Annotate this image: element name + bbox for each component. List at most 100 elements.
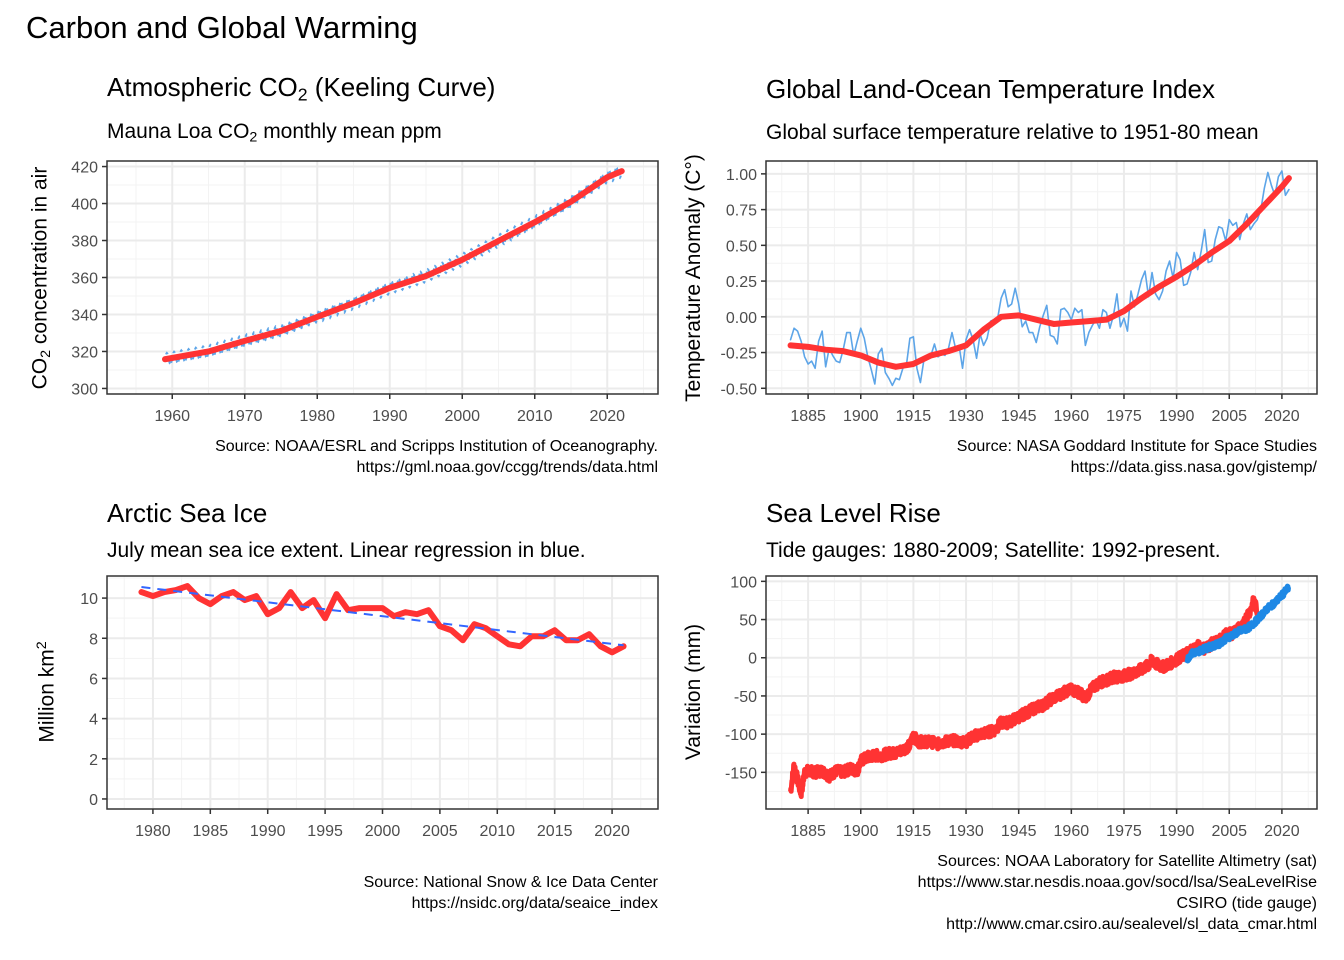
ice-y-tick-label: 0 — [89, 792, 98, 809]
sea-x-tick-label: 1945 — [1001, 823, 1037, 840]
co2-panel-subtitle: Mauna Loa CO2 monthly mean ppm — [107, 120, 442, 146]
ice-x-tick-label: 2005 — [422, 823, 458, 840]
temp-panel-title: Global Land-Ocean Temperature Index — [766, 74, 1216, 104]
ice-panel-title: Arctic Sea Ice — [107, 498, 268, 528]
temp-x-tick-label: 1960 — [1054, 408, 1090, 425]
temp-x-tick-label: 2005 — [1211, 408, 1247, 425]
sea-satellite-series-line — [1184, 583, 1292, 664]
ice-chart: 1980 1985 1990 1995 2000 2005 2010 2015 2020 0 2 4 6… — [80, 575, 659, 840]
sea-tide-gauge-series-line — [788, 595, 1260, 800]
temp-x-tick-label: 1930 — [948, 408, 984, 425]
sea-x-tick-label: 1960 — [1054, 823, 1090, 840]
sea-y-tick-label: 100 — [730, 574, 757, 591]
temp-x-tick-label: 1915 — [896, 408, 932, 425]
ice-x-tick-label: 2000 — [365, 823, 401, 840]
temp-panel-subtitle: Global surface temperature relative to 1… — [766, 121, 1259, 144]
temp-trend-line — [787, 175, 1292, 370]
ice-x-tick-label: 2015 — [537, 823, 573, 840]
sea-y-tick-label: -100 — [725, 727, 757, 744]
temp-y-tick-label: -0.25 — [721, 346, 758, 363]
co2-chart: 1960 1970 1980 1990 2000 2010 2020 300 320 340 360… — [71, 160, 659, 425]
ice-caption-source: Source: National Snow & Ice Data Center — [363, 874, 658, 891]
ice-y-tick-label: 8 — [89, 631, 98, 648]
co2-x-tick-label: 2000 — [444, 408, 480, 425]
sea-x-tick-label: 2020 — [1264, 823, 1300, 840]
co2-x-tick-label: 1960 — [154, 408, 190, 425]
sea-x-tick-label: 1900 — [843, 823, 879, 840]
ice-y-tick-label: 6 — [89, 671, 98, 688]
ice-x-tick-label: 2020 — [594, 823, 630, 840]
ice-x-tick-label: 1985 — [193, 823, 229, 840]
co2-x-tick-label: 2020 — [589, 408, 625, 425]
temp-annual-series-line — [789, 170, 1290, 387]
temp-plot-background — [766, 161, 1317, 394]
temp-x-tick-label: 1975 — [1106, 408, 1142, 425]
ice-x-tick-label: 1990 — [250, 823, 286, 840]
ice-regression-line — [141, 586, 624, 647]
sea-y-tick-label: -50 — [734, 689, 757, 706]
sea-caption-source-csiro: CSIRO (tide gauge) — [1176, 895, 1317, 912]
temp-caption: Source: NASA Goddard Institute for Space… — [957, 436, 1317, 478]
ice-caption: Source: National Snow & Ice Data Center … — [364, 872, 658, 914]
temp-x-tick-label: 2020 — [1264, 408, 1300, 425]
co2-title-subscript: 2 — [297, 84, 308, 105]
sea-x-tick-label: 1990 — [1159, 823, 1195, 840]
temp-x-tick-label: 1900 — [843, 408, 879, 425]
temp-caption-source: Source: NASA Goddard Institute for Space… — [956, 438, 1317, 455]
co2-trend-line — [162, 168, 625, 363]
ice-y-tick-label: 2 — [89, 752, 98, 769]
temp-y-tick-label: 0.25 — [726, 274, 757, 291]
sea-x-tick-label: 1930 — [948, 823, 984, 840]
co2-title-text: Atmospheric CO — [107, 72, 298, 102]
ice-y-tick-label: 10 — [80, 591, 98, 608]
ice-y-tick-label: 4 — [89, 712, 98, 729]
sea-x-tick-label: 1915 — [896, 823, 932, 840]
sea-y-tick-label: 50 — [739, 613, 757, 630]
sea-y-tick-label: -150 — [725, 765, 757, 782]
co2-x-tick-label: 1970 — [227, 408, 263, 425]
temp-panel-border — [765, 160, 1318, 395]
co2-subtitle-text: Mauna Loa CO — [107, 120, 250, 143]
co2-x-tick-label: 2010 — [517, 408, 553, 425]
co2-y-tick-label: 400 — [71, 197, 98, 214]
temp-y-tick-label: 0.50 — [726, 238, 757, 255]
ice-x-tick-label: 1995 — [307, 823, 343, 840]
co2-subtitle-text-end: monthly mean ppm — [257, 120, 442, 143]
co2-caption: Source: NOAA/ESRL and Scripps Institutio… — [215, 436, 658, 478]
co2-y-tick-label: 340 — [71, 307, 98, 324]
sea-chart: 1885 1900 1915 1930 1945 1960 1975 1990 2005 2020… — [725, 574, 1318, 840]
co2-subtitle-subscript: 2 — [249, 129, 258, 146]
sea-x-tick-label: 2005 — [1211, 823, 1247, 840]
ice-x-tick-label: 2010 — [479, 823, 515, 840]
sea-x-tick-label: 1975 — [1106, 823, 1142, 840]
temp-y-tick-label: 1.00 — [726, 167, 757, 184]
co2-y-tick-label: 320 — [71, 344, 98, 361]
temp-x-tick-label: 1945 — [1001, 408, 1037, 425]
co2-y-tick-label: 300 — [71, 381, 98, 398]
sea-x-tick-label: 1885 — [790, 823, 826, 840]
temp-y-tick-label: 0.00 — [726, 310, 757, 327]
sea-caption-url-csiro: http://www.cmar.csiro.au/sealevel/sl_dat… — [946, 916, 1317, 933]
ice-panel-subtitle: July mean sea ice extent. Linear regress… — [107, 539, 586, 562]
temp-y-tick-label: 0.75 — [726, 203, 757, 220]
sea-panel-border — [765, 575, 1318, 810]
co2-y-tick-label: 380 — [71, 234, 98, 251]
co2-x-tick-label: 1990 — [372, 408, 408, 425]
sea-caption-source-noaa: Sources: NOAA Laboratory for Satellite A… — [937, 853, 1317, 870]
temp-caption-url: https://data.giss.nasa.gov/gistemp/ — [1070, 459, 1317, 476]
co2-panel-title: Atmospheric CO2 (Keeling Curve) — [107, 72, 495, 103]
temp-y-tick-label: -0.50 — [721, 381, 758, 398]
sea-caption-url-noaa: https://www.star.nesdis.noaa.gov/socd/ls… — [917, 874, 1317, 891]
co2-caption-url: https://gml.noaa.gov/ccgg/trends/data.ht… — [356, 459, 659, 476]
sea-caption: Sources: NOAA Laboratory for Satellite A… — [918, 851, 1317, 935]
sea-panel-title: Sea Level Rise — [766, 498, 941, 528]
temp-x-tick-label: 1990 — [1159, 408, 1195, 425]
ice-caption-url: https://nsidc.org/data/seaice_index — [411, 895, 658, 912]
ice-x-tick-label: 1980 — [135, 823, 171, 840]
co2-x-tick-label: 1980 — [299, 408, 335, 425]
co2-y-tick-label: 420 — [71, 160, 98, 177]
figure-title: Carbon and Global Warming — [26, 10, 418, 45]
co2-title-text-end: (Keeling Curve) — [307, 72, 496, 102]
sea-y-tick-label: 0 — [748, 651, 757, 668]
co2-caption-source: Source: NOAA/ESRL and Scripps Institutio… — [215, 438, 658, 455]
